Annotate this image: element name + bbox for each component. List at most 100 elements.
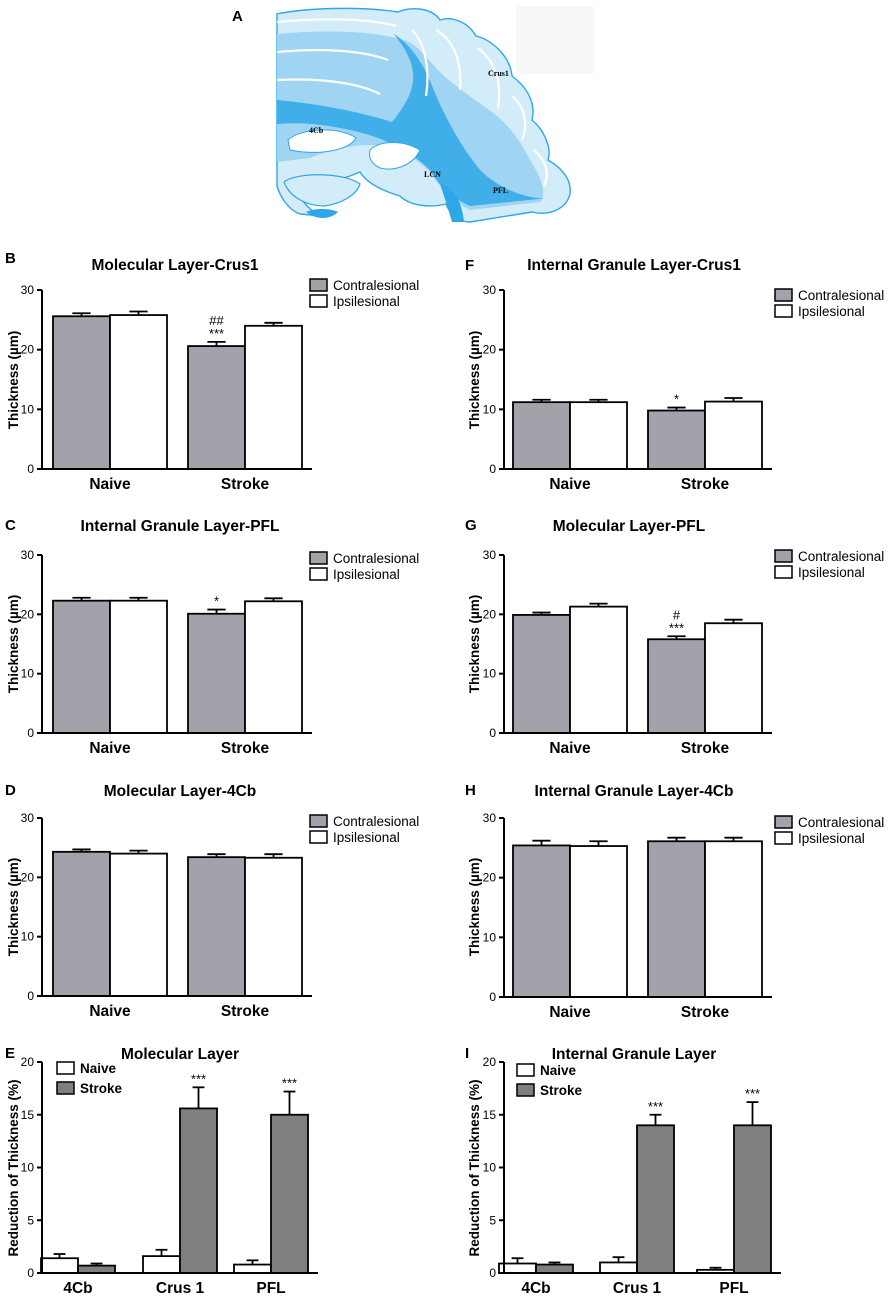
y-axis-label: Thickness (µm) <box>467 595 482 694</box>
bar-ipsilesional-stroke <box>704 622 763 734</box>
legend-swatch-stroke <box>56 1081 75 1095</box>
legend-swatch-naive <box>516 1063 535 1077</box>
bar-contralesional-stroke <box>647 409 706 470</box>
legend-swatch-contralesional <box>774 815 793 829</box>
bar-ipsilesional-naive <box>569 401 628 470</box>
chart-title: Molecular Layer <box>121 1046 239 1063</box>
label-4cb: 4Cb <box>309 126 324 135</box>
y-tick-label: 5 <box>27 1213 34 1227</box>
bar-contralesional-stroke <box>647 638 706 734</box>
y-tick-label: 10 <box>21 1161 35 1175</box>
y-tick-label: 5 <box>489 1213 496 1227</box>
panel-letter-a: A <box>232 8 243 25</box>
x-tick-label: Crus 1 <box>156 1280 205 1297</box>
x-tick-label: Stroke <box>221 740 270 757</box>
bar-naive-pfl <box>233 1263 272 1274</box>
chart-title: Internal Granule Layer-4Cb <box>535 783 734 800</box>
x-tick-label: PFL <box>719 1280 748 1297</box>
y-tick-label: 20 <box>483 871 497 885</box>
label-crus1: Crus1 <box>488 69 509 78</box>
panel-letter: E <box>5 1045 15 1062</box>
y-tick-label: 30 <box>21 811 35 825</box>
legend-label-ipsilesional: Ipsilesional <box>798 565 865 580</box>
legend-label-naive: Naive <box>540 1063 577 1078</box>
y-tick-label: 0 <box>489 462 496 476</box>
fourth-ventricle <box>287 129 357 153</box>
significance-marker: *** <box>191 1071 206 1086</box>
bar-contralesional-naive <box>512 614 571 734</box>
lateral-nucleus <box>369 142 421 170</box>
flocculus-tip <box>440 184 464 222</box>
x-tick-label: Stroke <box>221 476 270 493</box>
x-tick-label: Naive <box>89 740 131 757</box>
y-tick-label: 20 <box>21 870 35 884</box>
bar-contralesional-stroke <box>187 345 246 470</box>
y-tick-label: 20 <box>21 343 35 357</box>
bar-stroke-4cb <box>77 1264 116 1274</box>
y-tick-label: 30 <box>483 283 497 297</box>
x-tick-label: Naive <box>89 1003 131 1020</box>
legend-label-contralesional: Contralesional <box>798 288 884 303</box>
legend-swatch-stroke <box>516 1083 535 1097</box>
bar-contralesional-stroke <box>647 840 706 998</box>
chart-panel-e: E Molecular Layer Reduction of Thickness (… <box>5 1045 318 1297</box>
panel-letter: H <box>465 782 476 799</box>
y-axis-label: Thickness (µm) <box>6 331 21 430</box>
y-tick-label: 30 <box>483 811 497 825</box>
legend-label-ipsilesional: Ipsilesional <box>798 304 865 319</box>
legend-label-contralesional: Contralesional <box>333 814 419 829</box>
panel-letter: I <box>465 1045 469 1062</box>
x-tick-label: 4Cb <box>63 1280 92 1297</box>
chart-panel-b: B Molecular Layer-Crus1 Thickness (µm) Naiv… <box>5 250 419 493</box>
bar-ipsilesional-stroke <box>704 840 763 998</box>
legend-label-contralesional: Contralesional <box>333 278 419 293</box>
bar-contralesional-naive <box>512 844 571 998</box>
legend-swatch-contralesional <box>774 549 793 563</box>
y-tick-label: 10 <box>483 1161 497 1175</box>
chart-panel-d: D Molecular Layer-4Cb Thickness (µm) Naive S… <box>5 782 419 1020</box>
legend-label-naive: Naive <box>80 1061 117 1076</box>
significance-marker: *** <box>745 1086 760 1101</box>
panel-letter: F <box>465 257 474 274</box>
x-tick-label: PFL <box>256 1280 285 1297</box>
legend-swatch-contralesional <box>309 814 328 828</box>
legend-label-contralesional: Contralesional <box>798 549 884 564</box>
legend-label-stroke: Stroke <box>80 1081 123 1096</box>
x-tick-label: Naive <box>549 740 591 757</box>
bar-contralesional-naive <box>52 315 111 470</box>
bar-ipsilesional-stroke <box>244 324 303 470</box>
brainstem-shape <box>283 174 361 207</box>
significance-marker: * <box>674 392 679 407</box>
x-tick-label: Stroke <box>681 1004 730 1021</box>
significance-marker: *** <box>669 620 684 635</box>
y-axis-label: Thickness (µm) <box>6 595 21 694</box>
y-tick-label: 20 <box>483 343 497 357</box>
legend-swatch-ipsilesional <box>309 830 328 844</box>
significance-marker: # <box>673 607 681 622</box>
legend-label-contralesional: Contralesional <box>333 551 419 566</box>
legend-swatch-naive <box>56 1061 75 1075</box>
x-tick-label: Naive <box>89 476 131 493</box>
label-pfl: PFL <box>493 186 508 195</box>
y-axis-label: Reduction of Thickness (%) <box>6 1079 21 1256</box>
x-tick-label: Stroke <box>221 1003 270 1020</box>
legend-swatch-ipsilesional <box>774 831 793 845</box>
chart-title: Molecular Layer-Crus1 <box>91 257 258 274</box>
legend-swatch-ipsilesional <box>774 304 793 318</box>
significance-marker: *** <box>648 1099 663 1114</box>
chart-title: Molecular Layer-4Cb <box>104 783 256 800</box>
x-tick-label: Naive <box>549 1004 591 1021</box>
bar-stroke-4cb <box>535 1263 574 1274</box>
x-tick-label: Stroke <box>681 740 730 757</box>
y-tick-label: 0 <box>27 726 34 740</box>
bar-ipsilesional-stroke <box>244 856 303 997</box>
y-axis-label: Thickness (µm) <box>6 858 21 957</box>
y-tick-label: 0 <box>489 726 496 740</box>
bar-stroke-pfl <box>270 1113 309 1274</box>
legend-label-ipsilesional: Ipsilesional <box>333 830 400 845</box>
y-tick-label: 0 <box>489 1266 496 1280</box>
deep-white-matter <box>277 34 548 206</box>
bar-naive-crus-1 <box>142 1255 181 1274</box>
panel-letter: B <box>5 250 16 267</box>
bar-ipsilesional-naive <box>569 845 628 998</box>
